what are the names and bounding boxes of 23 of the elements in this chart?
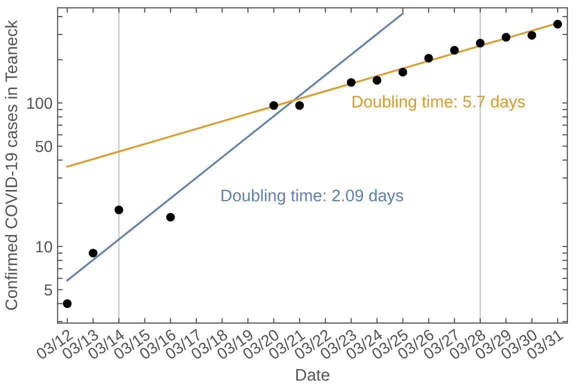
- point: [398, 68, 408, 76]
- point: [166, 212, 175, 222]
- annotation: Doubling time: 2.09 days: [222, 189, 404, 205]
- point: [553, 20, 562, 29]
- point: [476, 38, 485, 48]
- point: [450, 46, 459, 55]
- y-axis-title: Confirmed COVID-19 cases in Teaneck: [5, 20, 18, 310]
- y-tick-label: 50: [36, 140, 52, 152]
- y-tick-label: 5: [44, 284, 52, 296]
- point: [62, 299, 72, 308]
- x-axis-title: Date: [296, 369, 330, 381]
- point: [295, 101, 304, 110]
- point: [528, 30, 536, 40]
- annotation: Doubling time: 5.7 days: [352, 95, 525, 111]
- point: [346, 78, 356, 87]
- point: [269, 101, 278, 110]
- point: [502, 32, 510, 42]
- point: [88, 248, 98, 258]
- y-tick-label: 100: [27, 98, 52, 109]
- y-tick-label: 10: [36, 241, 52, 252]
- point: [114, 205, 124, 214]
- point: [424, 54, 433, 63]
- point: [372, 76, 382, 85]
